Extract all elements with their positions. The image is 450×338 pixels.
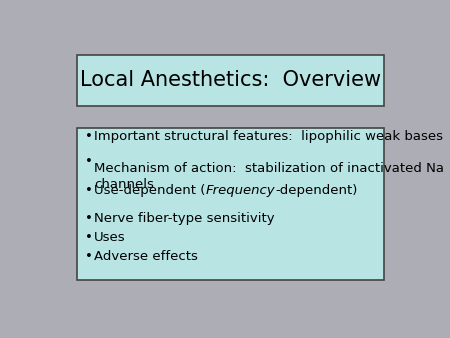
Text: Adverse effects: Adverse effects [94,250,198,263]
Text: •: • [85,130,93,143]
Text: •: • [85,212,93,225]
Text: •: • [85,184,93,197]
Text: •: • [85,231,93,244]
Text: Use-dependent (: Use-dependent ( [94,184,205,197]
Text: Local Anesthetics:  Overview: Local Anesthetics: Overview [80,70,381,90]
Text: •: • [85,155,93,168]
Text: Uses: Uses [94,231,126,244]
Text: Frequency: Frequency [205,184,275,197]
Text: Nerve fiber-type sensitivity: Nerve fiber-type sensitivity [94,212,274,225]
Text: •: • [85,250,93,263]
Text: Important structural features:  lipophilic weak bases: Important structural features: lipophili… [94,130,443,143]
Text: Mechanism of action:  stabilization of inactivated Na
channels: Mechanism of action: stabilization of in… [94,162,444,191]
Text: -dependent): -dependent) [275,184,357,197]
FancyBboxPatch shape [77,128,384,280]
FancyBboxPatch shape [77,55,384,105]
